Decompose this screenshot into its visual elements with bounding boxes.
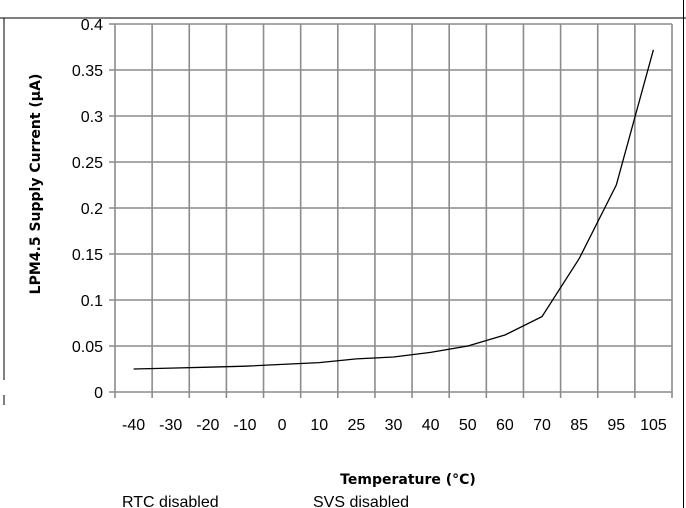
y-tick-label: 0.15 (72, 247, 103, 264)
x-tick-label: 30 (385, 417, 403, 434)
x-tick-label: 0 (278, 417, 287, 434)
x-tick-label: 10 (310, 417, 328, 434)
y-tick-label: 0.1 (81, 293, 103, 310)
x-tick-label: -20 (196, 417, 219, 434)
y-tick-label: 0 (94, 385, 103, 402)
x-tick-label: 50 (459, 417, 477, 434)
x-tick-label: 105 (640, 417, 667, 434)
x-tick-label: 95 (607, 417, 625, 434)
y-tick-label: 0.35 (72, 63, 103, 80)
y-tick-label: 0.25 (72, 155, 103, 172)
x-tick-labels: -40 -30 -20 -10 0 10 25 30 40 50 60 70 85 95 105 (122, 417, 667, 434)
series-lines (133, 49, 655, 370)
y-tick-label: 0.4 (81, 17, 103, 34)
x-tick-label: -40 (122, 417, 145, 434)
y-tick-label: 0.3 (81, 109, 103, 126)
x-tick-label: 70 (533, 417, 551, 434)
note-svs: SVS disabled (313, 494, 409, 508)
grid (109, 23, 673, 398)
y-tick-label: 0.2 (81, 201, 103, 218)
note-rtc: RTC disabled (122, 494, 219, 508)
y-tick-label: 0.05 (72, 339, 103, 356)
x-axis-title: Temperature (°C) (340, 472, 476, 488)
y-tick-labels: 0 0.05 0.1 0.15 0.2 0.25 0.3 0.35 0.4 (72, 17, 103, 402)
x-tick-label: 60 (496, 417, 514, 434)
y-axis-title: LPM4.5 Supply Current (µA) (28, 74, 44, 295)
x-tick-label: 85 (570, 417, 588, 434)
x-tick-label: 25 (347, 417, 365, 434)
x-tick-label: -30 (159, 417, 182, 434)
x-tick-label: 40 (422, 417, 440, 434)
series-line (133, 49, 655, 370)
x-tick-label: -10 (233, 417, 256, 434)
